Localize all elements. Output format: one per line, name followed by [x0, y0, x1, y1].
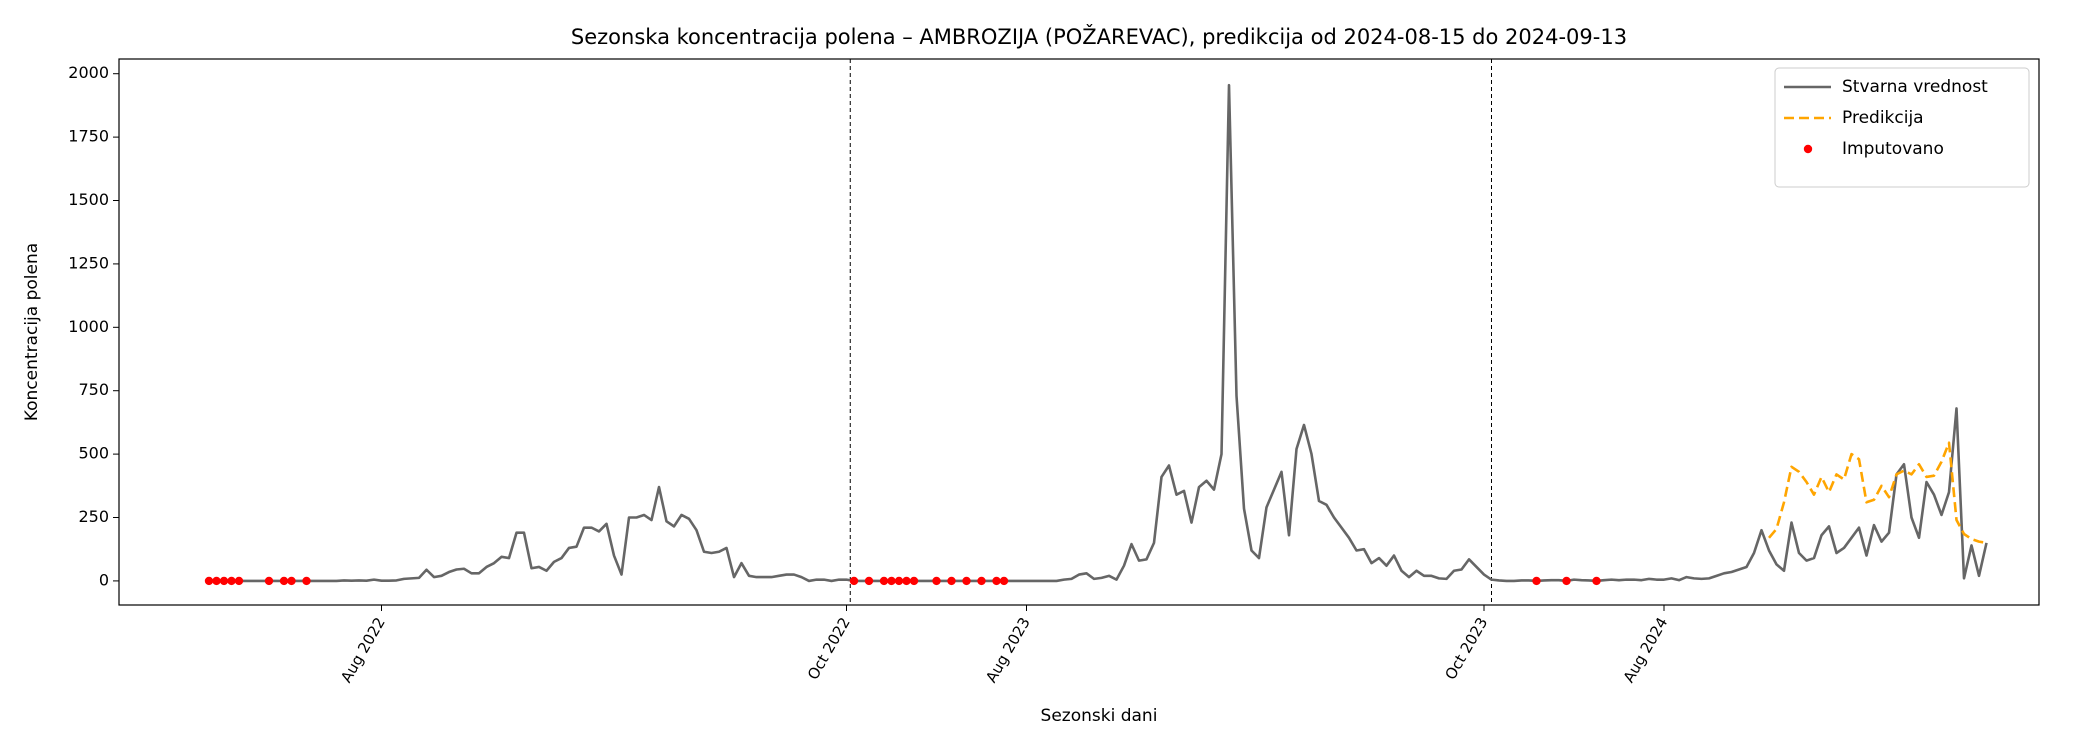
imputed-point [909, 576, 919, 586]
imputed-point [1592, 576, 1601, 586]
legend-box [1774, 67, 2030, 188]
chart-title: Sezonska koncentracija polena – AMBROZIJ… [571, 24, 1627, 49]
imputed-point [849, 576, 859, 586]
imputed-point [999, 576, 1009, 586]
series-line [209, 83, 1988, 583]
imputed-point [1532, 576, 1541, 586]
imputed-point [234, 576, 244, 586]
imputed-point [1562, 576, 1571, 586]
imputed-point [894, 576, 904, 586]
imputed-point [264, 576, 274, 586]
legend-marker [1803, 144, 1813, 154]
legend-label: Stvarna vrednost [1842, 77, 1988, 97]
imputed-point [302, 576, 311, 586]
imputed-point [287, 576, 296, 586]
y-tick-label: 1750 [68, 127, 109, 146]
imputed-point [879, 576, 889, 586]
imputed-point [219, 576, 229, 586]
y-tick-label: 1250 [68, 253, 109, 272]
imputed-point [864, 576, 874, 586]
imputed-point [932, 576, 941, 586]
imputed-point [992, 576, 1001, 586]
y-tick-label: 750 [78, 380, 109, 399]
imputed-point [887, 576, 896, 586]
plot-frame [118, 58, 2040, 606]
legend-label: Predikcija [1842, 108, 1924, 128]
imputed-point [227, 576, 236, 586]
imputed-point [212, 576, 221, 586]
imputed-point [204, 576, 214, 586]
y-tick-label: 2000 [68, 63, 109, 82]
y-tick-label: 1500 [68, 190, 109, 209]
x-axis-label: Sezonski dani [1041, 706, 1158, 726]
imputed-point [962, 576, 971, 586]
y-tick-label: 250 [78, 507, 109, 526]
y-tick-label: 1000 [68, 317, 109, 336]
y-axis-label: Koncentracija polena [22, 243, 42, 421]
imputed-point [279, 576, 289, 586]
imputed-point [977, 576, 986, 586]
y-tick-label: 500 [78, 444, 109, 463]
y-tick-label: 0 [99, 570, 109, 589]
prediction-line [1768, 441, 1987, 545]
imputed-point [902, 576, 911, 586]
legend-label: Imputovano [1842, 139, 1944, 159]
imputed-point [947, 576, 956, 586]
